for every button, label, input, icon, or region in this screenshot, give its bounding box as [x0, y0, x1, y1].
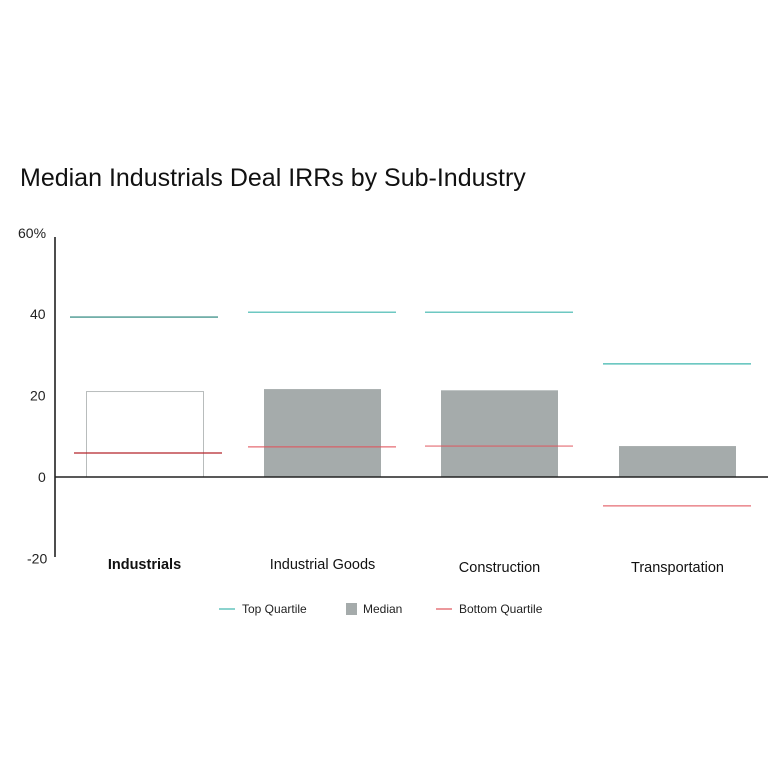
median-bar [441, 390, 558, 477]
legend-median-label: Median [363, 602, 402, 616]
chart-title: Median Industrials Deal IRRs by Sub-Indu… [20, 164, 526, 192]
y-tick-label: 0 [38, 469, 46, 485]
legend-bottom-quartile-label: Bottom Quartile [459, 602, 543, 616]
median-bar [264, 389, 381, 477]
legend-median-swatch [346, 603, 357, 615]
y-tick-label: 40 [30, 306, 46, 322]
median-bar [86, 391, 204, 478]
category-label: Construction [459, 560, 540, 576]
y-tick-label: 60% [18, 225, 46, 241]
median-bar [619, 446, 736, 477]
category-label: Industrials [108, 557, 181, 573]
category-label: Transportation [631, 560, 724, 576]
y-tick-label: -20 [27, 550, 47, 566]
y-tick-label: 20 [30, 388, 46, 404]
category-label: Industrial Goods [270, 557, 376, 573]
legend-top-quartile-label: Top Quartile [242, 602, 307, 616]
